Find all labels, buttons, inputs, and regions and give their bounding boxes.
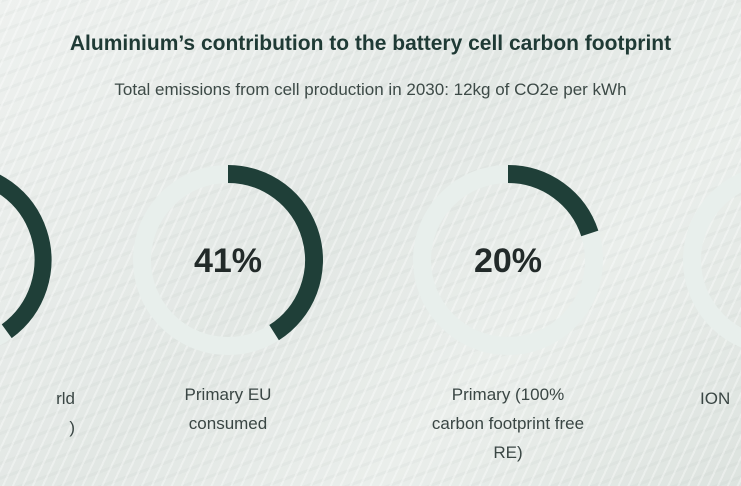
donut-right-partial bbox=[683, 172, 741, 348]
donut-re: 20% bbox=[413, 165, 603, 355]
label-left-partial-text: rld ) bbox=[56, 389, 75, 437]
label-re: Primary (100% carbon footprint free RE) bbox=[403, 380, 613, 467]
donut-re-arc bbox=[507, 165, 599, 237]
page-title: Aluminium’s contribution to the battery … bbox=[69, 32, 672, 55]
donut-eu: 41% bbox=[133, 165, 323, 355]
label-eu: Primary EU consumed bbox=[123, 380, 333, 438]
label-eu-text: Primary EU consumed bbox=[184, 385, 272, 433]
donut-left-arc bbox=[0, 174, 52, 339]
label-re-text: Primary (100% carbon footprint free RE) bbox=[431, 385, 585, 462]
donut-re-value: 20% bbox=[474, 242, 542, 280]
label-right-partial-text: ION bbox=[700, 389, 731, 408]
donut-eu-value: 41% bbox=[194, 242, 262, 280]
label-right-partial: ION bbox=[700, 384, 741, 413]
donut-left-partial bbox=[0, 174, 52, 346]
donut-right-track bbox=[683, 172, 741, 348]
label-left-partial: rld ) bbox=[0, 384, 120, 442]
donut-eu-arc bbox=[227, 165, 323, 341]
page-subtitle: Total emissions from cell production in … bbox=[114, 80, 627, 99]
